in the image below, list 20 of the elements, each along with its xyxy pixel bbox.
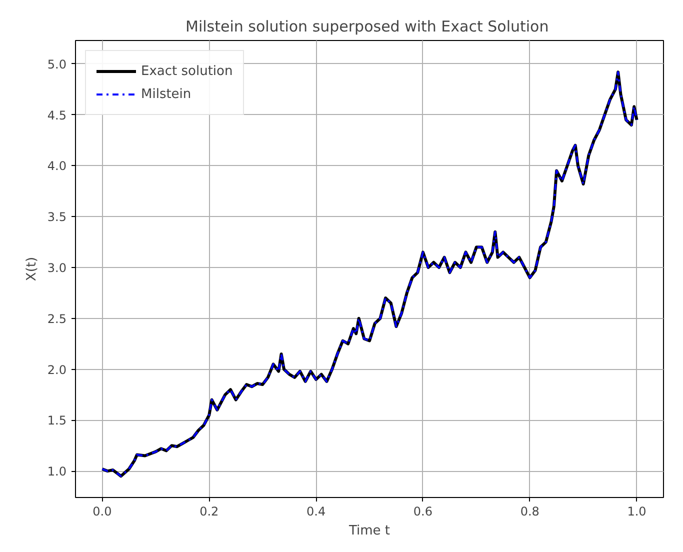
y-tick-label: 1.0 [47, 464, 67, 479]
y-tick-label: 4.0 [47, 159, 67, 174]
y-tick-label: 4.5 [47, 108, 67, 122]
y-tick-label: 3.5 [47, 210, 67, 224]
y-tick-label: 2.0 [47, 362, 67, 377]
x-tick-label: 0.8 [520, 504, 540, 518]
y-tick-label: 3.0 [47, 260, 67, 275]
legend-label: Exact solution [141, 64, 233, 78]
y-axis-title: X(t) [24, 256, 40, 282]
chart-title: Milstein solution superposed with Exact Solution [186, 18, 549, 36]
x-tick-label: 1.0 [627, 504, 646, 518]
x-tick-label: 0.0 [92, 504, 112, 518]
y-tick-label: 1.5 [47, 414, 67, 428]
y-tick-label: 2.5 [47, 312, 67, 326]
y-tick-label: 5.0 [47, 57, 67, 72]
x-tick-label: 0.6 [413, 504, 433, 518]
x-tick-label: 0.4 [306, 504, 326, 518]
x-axis-title: Time t [348, 524, 390, 538]
legend-label: Milstein [141, 86, 192, 102]
x-tick-label: 0.2 [200, 504, 219, 518]
